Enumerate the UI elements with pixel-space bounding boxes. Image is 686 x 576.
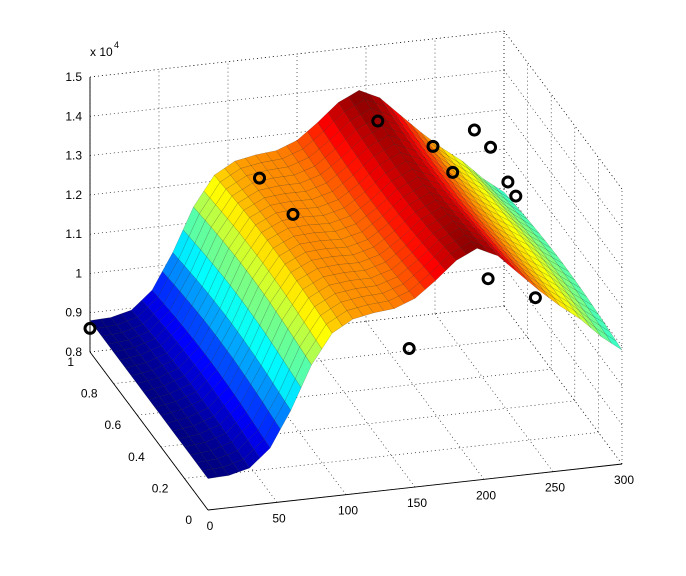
data-marker [371,114,385,128]
grid-line-x-floor [434,313,554,472]
data-marker [426,139,440,153]
data-marker [83,321,97,335]
z-tick-label: 1 [75,266,82,280]
tick-labels: 05010015020025030000.20.40.60.810.80.911… [65,70,634,533]
x-tick-label: 50 [272,511,286,525]
data-marker [484,140,498,154]
data-marker [467,123,481,137]
box-edge-top [503,30,623,190]
surface-patch [605,334,623,351]
grid-line-z [89,69,505,117]
x-axis-line [207,463,623,511]
grid-line-y-floor [113,337,528,384]
x-tick-label: 200 [476,488,496,502]
z-exponent-label: x 10 [90,45,113,59]
y-tick-label: 0 [185,513,192,527]
data-marker [501,175,515,189]
grid-line-z [503,148,623,308]
grid-line-y-floor [160,400,575,448]
surface [89,90,623,479]
data-marker [446,165,460,179]
y-tick-label: 1 [67,355,74,369]
grid-line-z [503,30,623,190]
z-exponent-power: 4 [114,40,119,50]
y-tick-label: 0.4 [128,450,145,464]
x-tick-label: 100 [338,504,358,518]
grid-line-x-floor [503,305,623,465]
grid-line-x-floor [365,321,485,480]
x-tick-label: 0 [207,519,214,533]
data-marker [528,291,542,305]
grid-line-z [503,70,623,229]
data-marker [253,171,266,185]
data-marker [402,341,416,355]
data-marker [286,207,300,221]
z-tick-label: 1.1 [65,227,82,241]
z-tick-label: 0.8 [65,345,82,359]
grid-line-y-floor [184,432,599,479]
x-tick-label: 250 [545,481,565,495]
box-edge-top [89,30,505,78]
y-axis-line [89,351,209,511]
y-tick-label: 0.6 [105,418,122,432]
y-tick-label: 0.8 [81,387,98,401]
data-marker [481,272,495,286]
grid-line-y-floor [137,368,552,416]
z-tick-label: 0.9 [65,306,82,320]
z-tick-label: 1.4 [65,109,82,123]
data-marker [509,189,523,203]
z-tick-label: 1.3 [65,149,82,163]
z-tick-label: 1.2 [65,188,82,202]
grid-line-z [503,109,623,268]
x-tick-label: 150 [407,496,427,510]
grid-line-z [503,266,623,425]
data-markers [83,114,542,355]
x-tick-label: 300 [614,473,634,487]
y-tick-label: 0.2 [152,481,169,495]
z-tick-label: 1.5 [65,70,82,84]
